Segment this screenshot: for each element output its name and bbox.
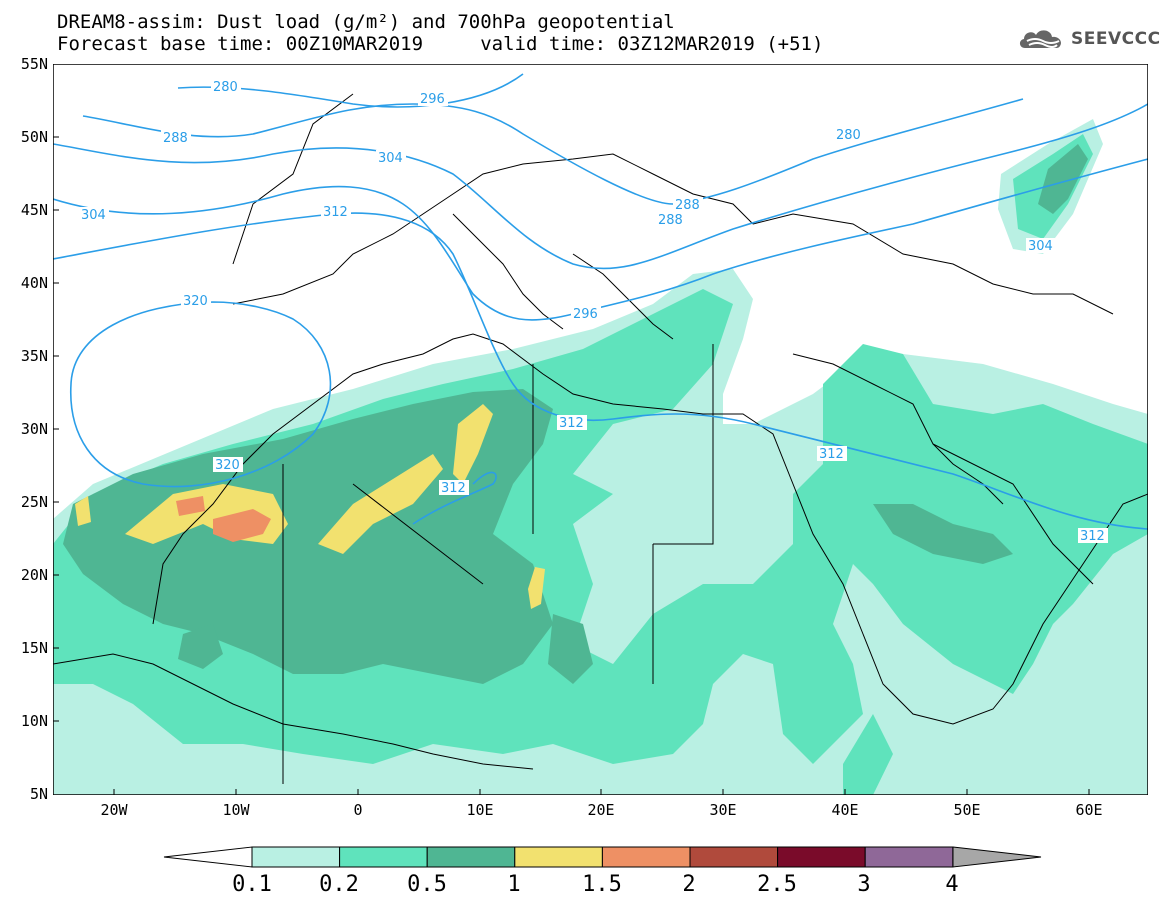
lon-label: 20E bbox=[587, 801, 615, 819]
colorbar-cell bbox=[864, 846, 954, 868]
contour-label: 312 bbox=[819, 447, 844, 462]
contour-label: 312 bbox=[559, 416, 584, 431]
contour-label: 312 bbox=[441, 481, 466, 496]
dust-map: 280 296 280 288 304 312 288 288 304 320 … bbox=[53, 64, 1148, 795]
colorbar-label: 2.5 bbox=[757, 872, 797, 897]
colorbar-label: 2 bbox=[682, 872, 696, 897]
lon-label: 60E bbox=[1075, 801, 1103, 819]
lat-label: 5N bbox=[29, 785, 48, 803]
lat-label: 55N bbox=[20, 55, 48, 73]
colorbar-cell bbox=[339, 846, 428, 868]
colorbar-label: 0.1 bbox=[232, 872, 272, 897]
lat-label: 40N bbox=[20, 274, 48, 292]
contour-label: 288 bbox=[675, 198, 700, 213]
cloud-icon bbox=[1019, 30, 1062, 48]
lat-label: 35N bbox=[20, 347, 48, 365]
map-title: DREAM8-assim: Dust load (g/m²) and 700hP… bbox=[57, 11, 675, 33]
axis-ticks bbox=[53, 64, 1090, 795]
colorbar-label: 3 bbox=[857, 872, 871, 897]
colorbar bbox=[163, 846, 1042, 868]
lon-label: 10E bbox=[466, 801, 494, 819]
lat-label: 30N bbox=[20, 420, 48, 438]
colorbar-label: 4 bbox=[945, 872, 959, 897]
lon-label: 30E bbox=[709, 801, 737, 819]
coastlines bbox=[53, 93, 1148, 784]
lon-label: 20W bbox=[100, 801, 128, 819]
colorbar-cell bbox=[601, 846, 691, 868]
contour-label: 288 bbox=[163, 131, 188, 146]
contour-label: 296 bbox=[420, 92, 445, 107]
colorbar-cell bbox=[514, 846, 603, 868]
lat-label: 15N bbox=[20, 639, 48, 657]
lon-label: 10W bbox=[222, 801, 250, 819]
lon-label: 50E bbox=[953, 801, 981, 819]
lat-label: 10N bbox=[20, 712, 48, 730]
contour-label: 304 bbox=[378, 151, 403, 166]
contour-label: 312 bbox=[323, 205, 348, 220]
colorbar-label: 0.2 bbox=[319, 872, 359, 897]
colorbar-high-triangle bbox=[952, 846, 1042, 868]
contour-label: 280 bbox=[213, 80, 238, 95]
contour-label: 320 bbox=[183, 294, 208, 309]
lon-label: 0 bbox=[353, 801, 363, 819]
colorbar-low-triangle bbox=[163, 846, 253, 868]
colorbar-label: 1 bbox=[507, 872, 521, 897]
lat-label: 50N bbox=[20, 128, 48, 146]
contour-label: 288 bbox=[658, 213, 683, 228]
contour-label: 320 bbox=[215, 458, 240, 473]
lon-label: 40E bbox=[831, 801, 859, 819]
forecast-time-line: Forecast base time: 00Z10MAR2019 valid t… bbox=[57, 33, 824, 55]
lat-label: 45N bbox=[20, 201, 48, 219]
lat-label: 25N bbox=[20, 493, 48, 511]
dust-layer-1.5 bbox=[176, 496, 271, 542]
colorbar-cell bbox=[251, 846, 341, 868]
colorbar-cell bbox=[426, 846, 516, 868]
colorbar-label: 0.5 bbox=[407, 872, 447, 897]
colorbar-cell bbox=[689, 846, 779, 868]
lat-label: 20N bbox=[20, 566, 48, 584]
colorbar-label: 1.5 bbox=[582, 872, 622, 897]
contour-label: 296 bbox=[573, 307, 598, 322]
colorbar-cell bbox=[777, 846, 866, 868]
logo-text: SEEVCCC bbox=[1071, 29, 1161, 49]
contour-label: 304 bbox=[81, 208, 106, 223]
seevccc-logo: SEEVCCC bbox=[1017, 26, 1161, 52]
contour-label: 304 bbox=[1028, 239, 1053, 254]
contour-label: 312 bbox=[1080, 529, 1105, 544]
contour-labels: 280 296 280 288 304 312 288 288 304 320 … bbox=[79, 79, 1108, 544]
contour-label: 280 bbox=[836, 128, 861, 143]
